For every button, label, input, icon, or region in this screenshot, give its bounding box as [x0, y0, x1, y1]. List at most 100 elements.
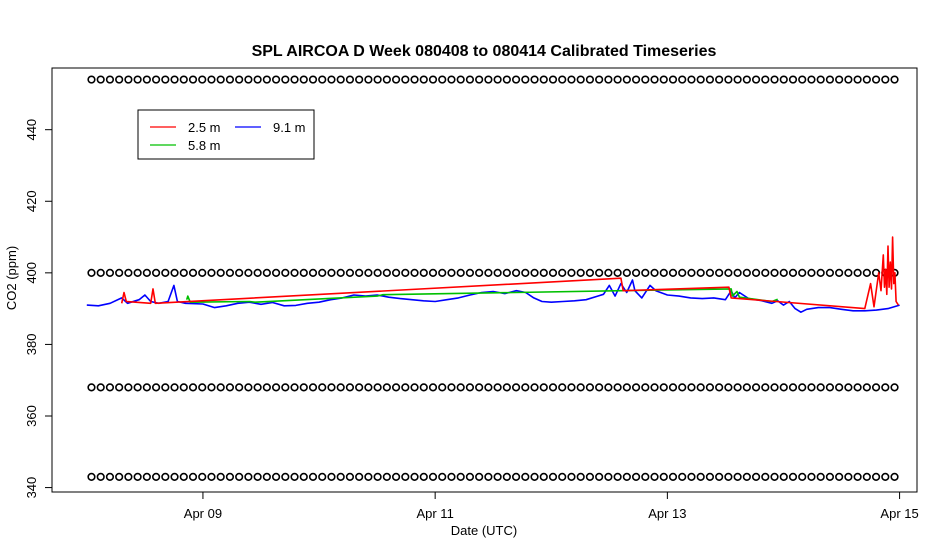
calibration-marker [779, 472, 788, 481]
calibration-marker [595, 75, 604, 84]
calibration-marker [742, 383, 751, 392]
calibration-marker [188, 268, 198, 277]
calibration-marker [558, 268, 567, 277]
plot-area: Apr 09 Apr 11 Apr 13 Apr 15 340 360 380 400 420 4… [24, 67, 919, 521]
calibration-marker [548, 383, 558, 392]
calibration-marker [761, 75, 770, 84]
calibration-marker [770, 472, 779, 481]
calibration-marker [336, 75, 345, 84]
calibration-marker [124, 75, 133, 84]
calibration-marker [188, 383, 198, 392]
calibration-marker [567, 75, 576, 84]
calibration-marker [318, 75, 327, 84]
calibration-marker [862, 75, 871, 84]
calibration-marker [364, 268, 373, 277]
calibration-marker [788, 268, 798, 277]
calibration-marker [96, 472, 105, 481]
calibration-marker [244, 383, 253, 392]
calibration-marker [724, 268, 733, 277]
calibration-marker [890, 383, 899, 392]
calibration-marker [438, 472, 447, 481]
calibration-marker [502, 268, 511, 277]
calibration-marker [115, 268, 124, 277]
calibration-marker [161, 383, 170, 392]
x-tick-label: Apr 15 [880, 506, 918, 521]
calibration-marker [115, 383, 124, 392]
calibration-marker [235, 75, 244, 84]
calibration-marker [308, 383, 318, 392]
calibration-marker [484, 472, 493, 481]
calibration-marker [881, 383, 890, 392]
calibration-marker [844, 383, 853, 392]
calibration-marker [475, 75, 484, 84]
calibration-marker [456, 383, 465, 392]
calibration-marker [235, 383, 244, 392]
calibration-marker [871, 75, 881, 84]
calibration-marker [816, 383, 825, 392]
calibration-marker [641, 268, 650, 277]
calibration-marker [511, 75, 521, 84]
calibration-marker [318, 383, 327, 392]
calibration-marker [539, 75, 548, 84]
calibration-marker [761, 472, 770, 481]
calibration-marker [539, 383, 548, 392]
calibration-marker [105, 75, 115, 84]
calibration-marker [650, 75, 659, 84]
calibration-marker [613, 383, 622, 392]
calibration-marker [271, 383, 281, 392]
calibration-marker [308, 268, 318, 277]
calibration-marker [835, 472, 844, 481]
calibration-marker [465, 472, 475, 481]
calibration-marker [696, 472, 705, 481]
calibration-marker [364, 75, 373, 84]
calibration-marker [798, 472, 807, 481]
calibration-marker [844, 268, 853, 277]
calibration-marker [770, 383, 779, 392]
series-line-5-8-m [185, 288, 778, 304]
calibration-marker [705, 268, 715, 277]
calibration-marker [198, 268, 207, 277]
calibration-marker [262, 472, 271, 481]
calibration-marker [96, 268, 105, 277]
calibration-marker [715, 75, 724, 84]
calibration-marker [604, 472, 613, 481]
calibration-marker [142, 75, 151, 84]
calibration-marker [825, 268, 835, 277]
calibration-marker [281, 472, 290, 481]
calibration-marker [428, 472, 438, 481]
calibration-marker [419, 268, 428, 277]
calibration-marker [244, 268, 253, 277]
calibration-marker [595, 383, 604, 392]
calibration-marker [318, 268, 327, 277]
calibration-marker [447, 383, 456, 392]
calibration-marker [216, 383, 225, 392]
calibration-marker [871, 472, 881, 481]
calibration-marker [124, 472, 133, 481]
calibration-marker [465, 383, 475, 392]
calibration-marker [179, 383, 188, 392]
calibration-marker [336, 472, 345, 481]
calibration-marker [511, 383, 521, 392]
calibration-marker [567, 472, 576, 481]
calibration-marker [539, 268, 548, 277]
calibration-marker [807, 472, 816, 481]
calibration-marker [105, 383, 115, 392]
calibration-marker [687, 75, 696, 84]
calibration-marker [631, 383, 641, 392]
calibration-marker [262, 75, 271, 84]
calibration-marker [742, 75, 751, 84]
calibration-marker [253, 472, 262, 481]
calibration-marker [521, 75, 530, 84]
calibration-marker [558, 472, 567, 481]
calibration-marker [881, 75, 890, 84]
calibration-marker [770, 268, 779, 277]
calibration-marker [761, 383, 770, 392]
calibration-marker [650, 383, 659, 392]
calibration-marker [373, 75, 382, 84]
calibration-marker [631, 75, 641, 84]
calibration-marker [788, 472, 798, 481]
calibration-marker [281, 383, 290, 392]
calibration-marker [733, 268, 742, 277]
calibration-marker [576, 383, 585, 392]
